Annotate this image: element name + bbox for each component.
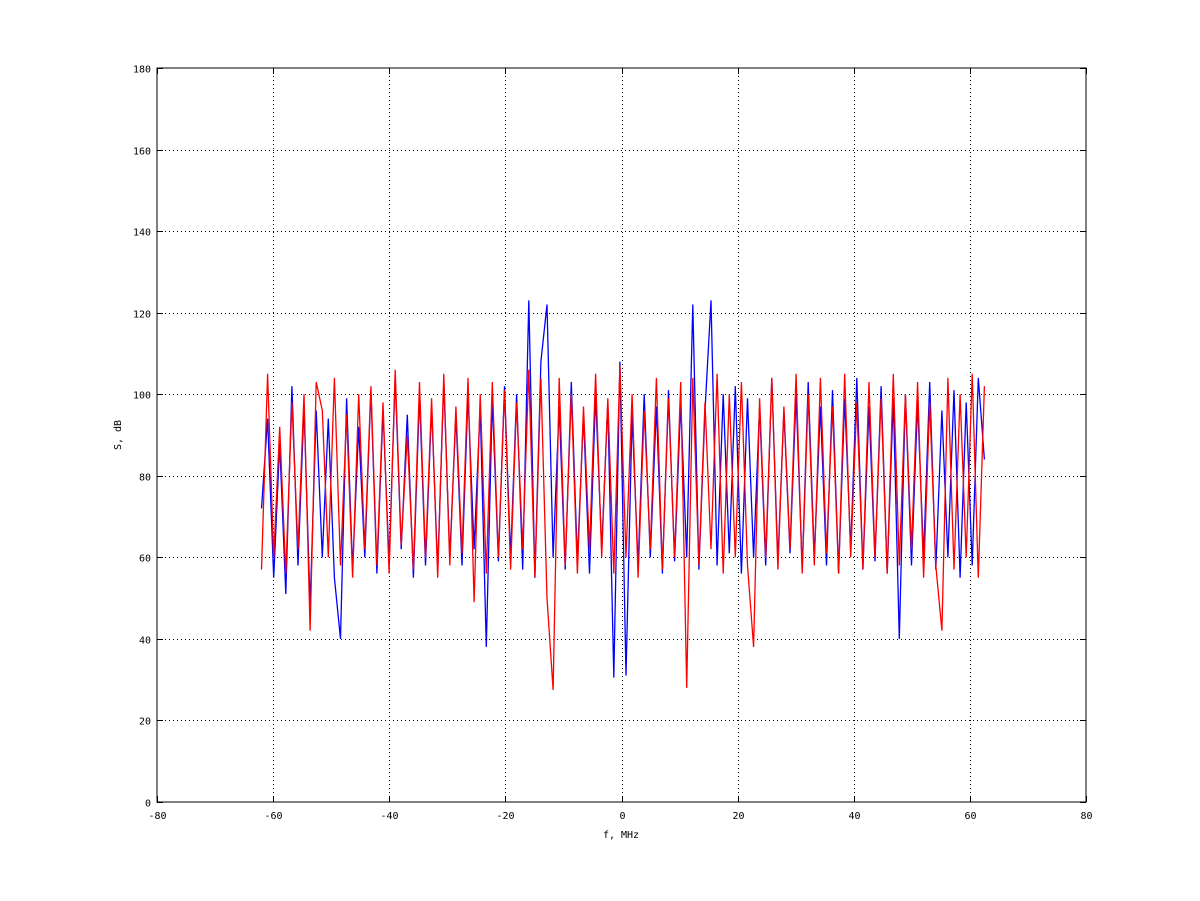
plot-frame (156, 67, 1087, 803)
x-tick-label: -60 (264, 811, 282, 822)
y-tick-label: 120 (133, 310, 151, 321)
x-tick-label: 20 (732, 811, 744, 822)
x-tick-label: 80 (1080, 811, 1092, 822)
y-tick-label: 100 (133, 391, 151, 402)
y-tick-label: 0 (145, 799, 151, 810)
x-tick-label: -20 (496, 811, 514, 822)
y-tick-label: 160 (133, 147, 151, 158)
series-group (260, 300, 986, 690)
y-axis-label: S, dB (113, 420, 124, 450)
x-tick-label: -80 (148, 811, 166, 822)
series-line-2 (260, 365, 986, 690)
y-tick-label: 20 (139, 717, 151, 728)
x-tick-label: 0 (619, 811, 625, 822)
y-tick-label: 140 (133, 228, 151, 239)
x-tick-label: -40 (380, 811, 398, 822)
y-tick-label: 40 (139, 636, 151, 647)
y-tick-label: 60 (139, 554, 151, 565)
ticks: -80 -60 -40 -20 0 20 40 60 80 0 20 40 60 80 100 120 140 1… (133, 65, 1093, 823)
y-tick-label: 80 (139, 473, 151, 484)
x-axis-label: f, MHz (603, 830, 639, 841)
x-tick-label: 40 (848, 811, 860, 822)
y-tick-label: 180 (133, 65, 151, 76)
x-tick-label: 60 (964, 811, 976, 822)
